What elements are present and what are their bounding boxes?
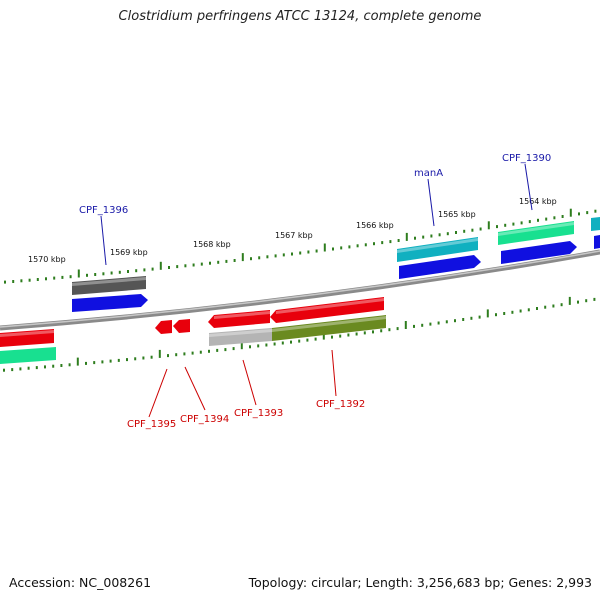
gene-feature-cpf-1396-inner[interactable] [72,294,148,312]
gene-feature-left-edge-green[interactable] [0,347,56,364]
gene-feature-cpf-1393-inner[interactable] [209,328,272,346]
scale-label: 1568 kbp [193,240,231,249]
scale-label: 1564 kbp [519,197,557,206]
feature-gloss [0,222,574,337]
gene-feature-cpf-1390-inner[interactable] [501,241,577,264]
genes-label: Genes: [508,575,553,590]
gene-feature-mana-inner[interactable] [399,255,481,279]
gene-label-cpf-1396[interactable]: CPF_1396 [79,205,128,216]
leader-lines-forward [100,163,533,266]
gene-label-cpf-1392[interactable]: CPF_1392 [316,399,365,410]
gene-feature-cpf-1395[interactable] [155,320,172,334]
map-title: Clostridium perfringens ATCC 13124, comp… [118,9,482,24]
scale-label: 1570 kbp [28,255,66,264]
scale-labels: 1570 kbp 1569 kbp 1568 kbp 1567 kbp 1566… [28,197,557,264]
gene-feature-cpf-1390-outer[interactable] [498,221,574,245]
gene-labels-reverse: CPF_1395 CPF_1394 CPF_1393 CPF_1392 [127,399,365,430]
gene-label-cpf-1395[interactable]: CPF_1395 [127,419,176,430]
scale-label: 1565 kbp [438,210,476,219]
accession-value: NC_008261 [79,575,152,590]
gene-label-cpf-1393[interactable]: CPF_1393 [234,408,283,419]
scale-label: 1569 kbp [110,248,148,257]
accession-info: Accession: NC_008261 [9,575,151,590]
topology-label: Topology: [248,575,308,590]
reverse-strand-inner-row [0,315,386,364]
scale-label: 1566 kbp [356,221,394,230]
inner-tick-ring [3,296,596,372]
genome-stats: Topology: circular; Length: 3,256,683 bp… [248,575,592,590]
gene-labels-forward: CPF_1396 manA CPF_1390 [79,153,551,216]
gene-label-cpf-1390[interactable]: CPF_1390 [502,153,551,164]
forward-strand-outer-row [72,217,600,295]
gene-feature-mana-outer[interactable] [397,237,478,262]
gene-feature-cpf-1396-outer[interactable] [72,276,146,295]
forward-strand-inner-row [72,235,600,312]
gene-feature-cpf-1393[interactable] [208,310,270,328]
gene-feature-cpf-1392-inner[interactable] [272,315,386,341]
reverse-strand-outer-row [0,297,384,347]
length-value: 3,256,683 bp [416,575,501,590]
gene-feature-cpf-1394[interactable] [173,319,190,333]
genome-backbone-highlight [0,250,600,328]
gene-feature-edge-outer[interactable] [591,217,600,231]
accession-label: Accession: [9,575,76,590]
genome-backbone [0,249,600,331]
length-label: Length: [365,575,413,590]
leader-lines-reverse [148,349,337,418]
gene-feature-edge-inner[interactable] [594,235,600,249]
gene-label-mana[interactable]: manA [414,168,443,179]
gene-feature-cpf-1392[interactable] [270,297,384,323]
topology-value: circular [311,575,358,590]
gene-label-cpf-1394[interactable]: CPF_1394 [180,414,229,425]
scale-label: 1567 kbp [275,231,313,240]
genes-value: 2,993 [556,575,592,590]
gene-feature-left-edge-red[interactable] [0,329,54,347]
outer-tick-ring [4,208,597,284]
